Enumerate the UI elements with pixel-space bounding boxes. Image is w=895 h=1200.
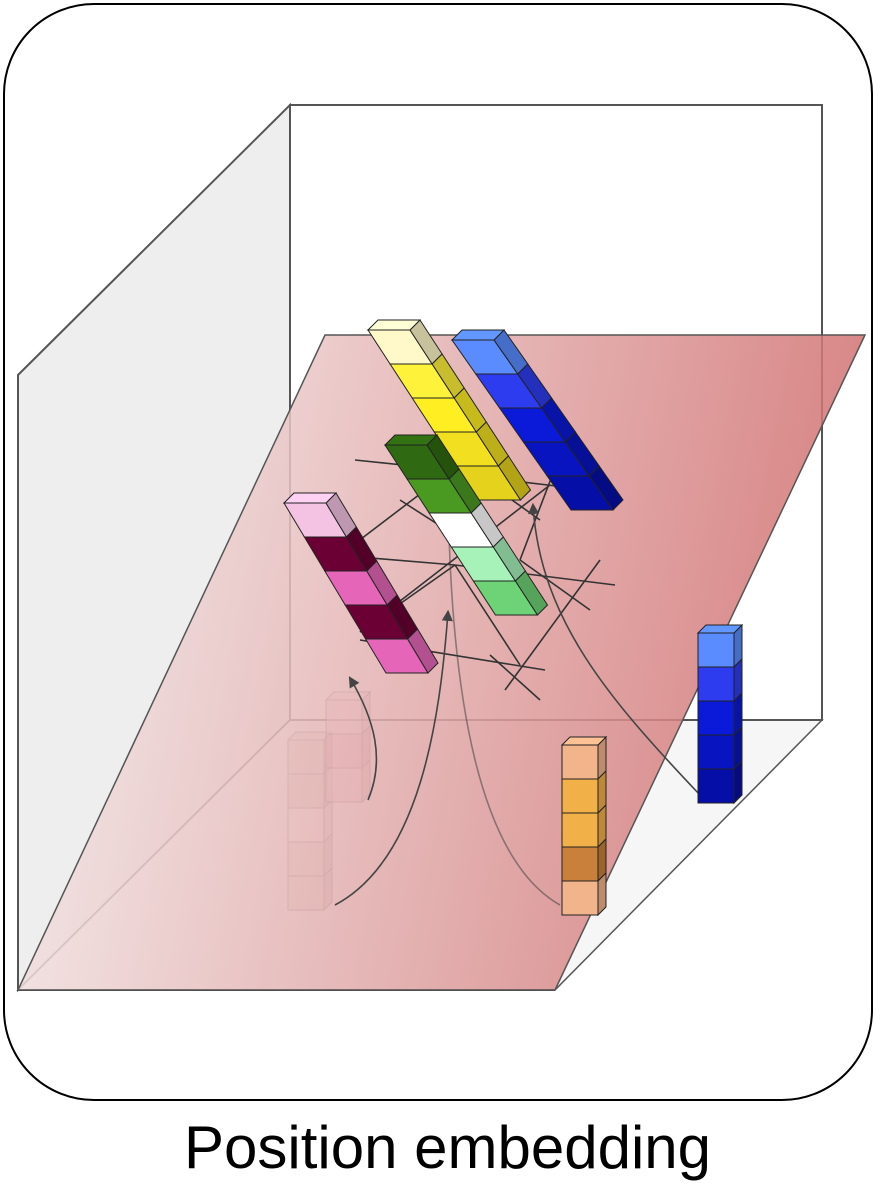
projection-arrows	[334, 482, 701, 906]
cube-front	[561, 778, 599, 814]
column-orange	[560, 735, 608, 917]
column-yellow	[366, 319, 532, 501]
column-blue-right	[696, 623, 744, 805]
column-blue-top	[450, 329, 624, 511]
cube-front	[561, 846, 599, 882]
caption: Position embedding	[183, 1114, 712, 1181]
embedding-plane	[16, 334, 867, 991]
cube-side	[514, 570, 549, 616]
cube-side	[597, 871, 607, 917]
cube-front	[697, 734, 735, 770]
cube-side	[406, 628, 439, 674]
cube-front	[561, 744, 599, 780]
cube-front	[697, 700, 735, 736]
diagram-canvas	[3, 3, 873, 1101]
column-green	[383, 434, 549, 616]
cube-side	[588, 465, 624, 511]
cube-front	[697, 632, 735, 668]
cube-top	[383, 434, 439, 446]
cube-front	[561, 880, 599, 916]
cube-top	[696, 624, 744, 634]
cube-top	[450, 329, 506, 341]
cube-front	[697, 666, 735, 702]
cube-side	[497, 455, 532, 501]
cube-front	[561, 812, 599, 848]
cube-top	[560, 736, 608, 746]
column-pink	[282, 492, 439, 674]
cube-front	[697, 768, 735, 804]
cube-top	[366, 319, 422, 331]
cube-side	[733, 759, 743, 805]
cube-top	[282, 492, 338, 504]
outer-frame	[3, 3, 873, 1101]
